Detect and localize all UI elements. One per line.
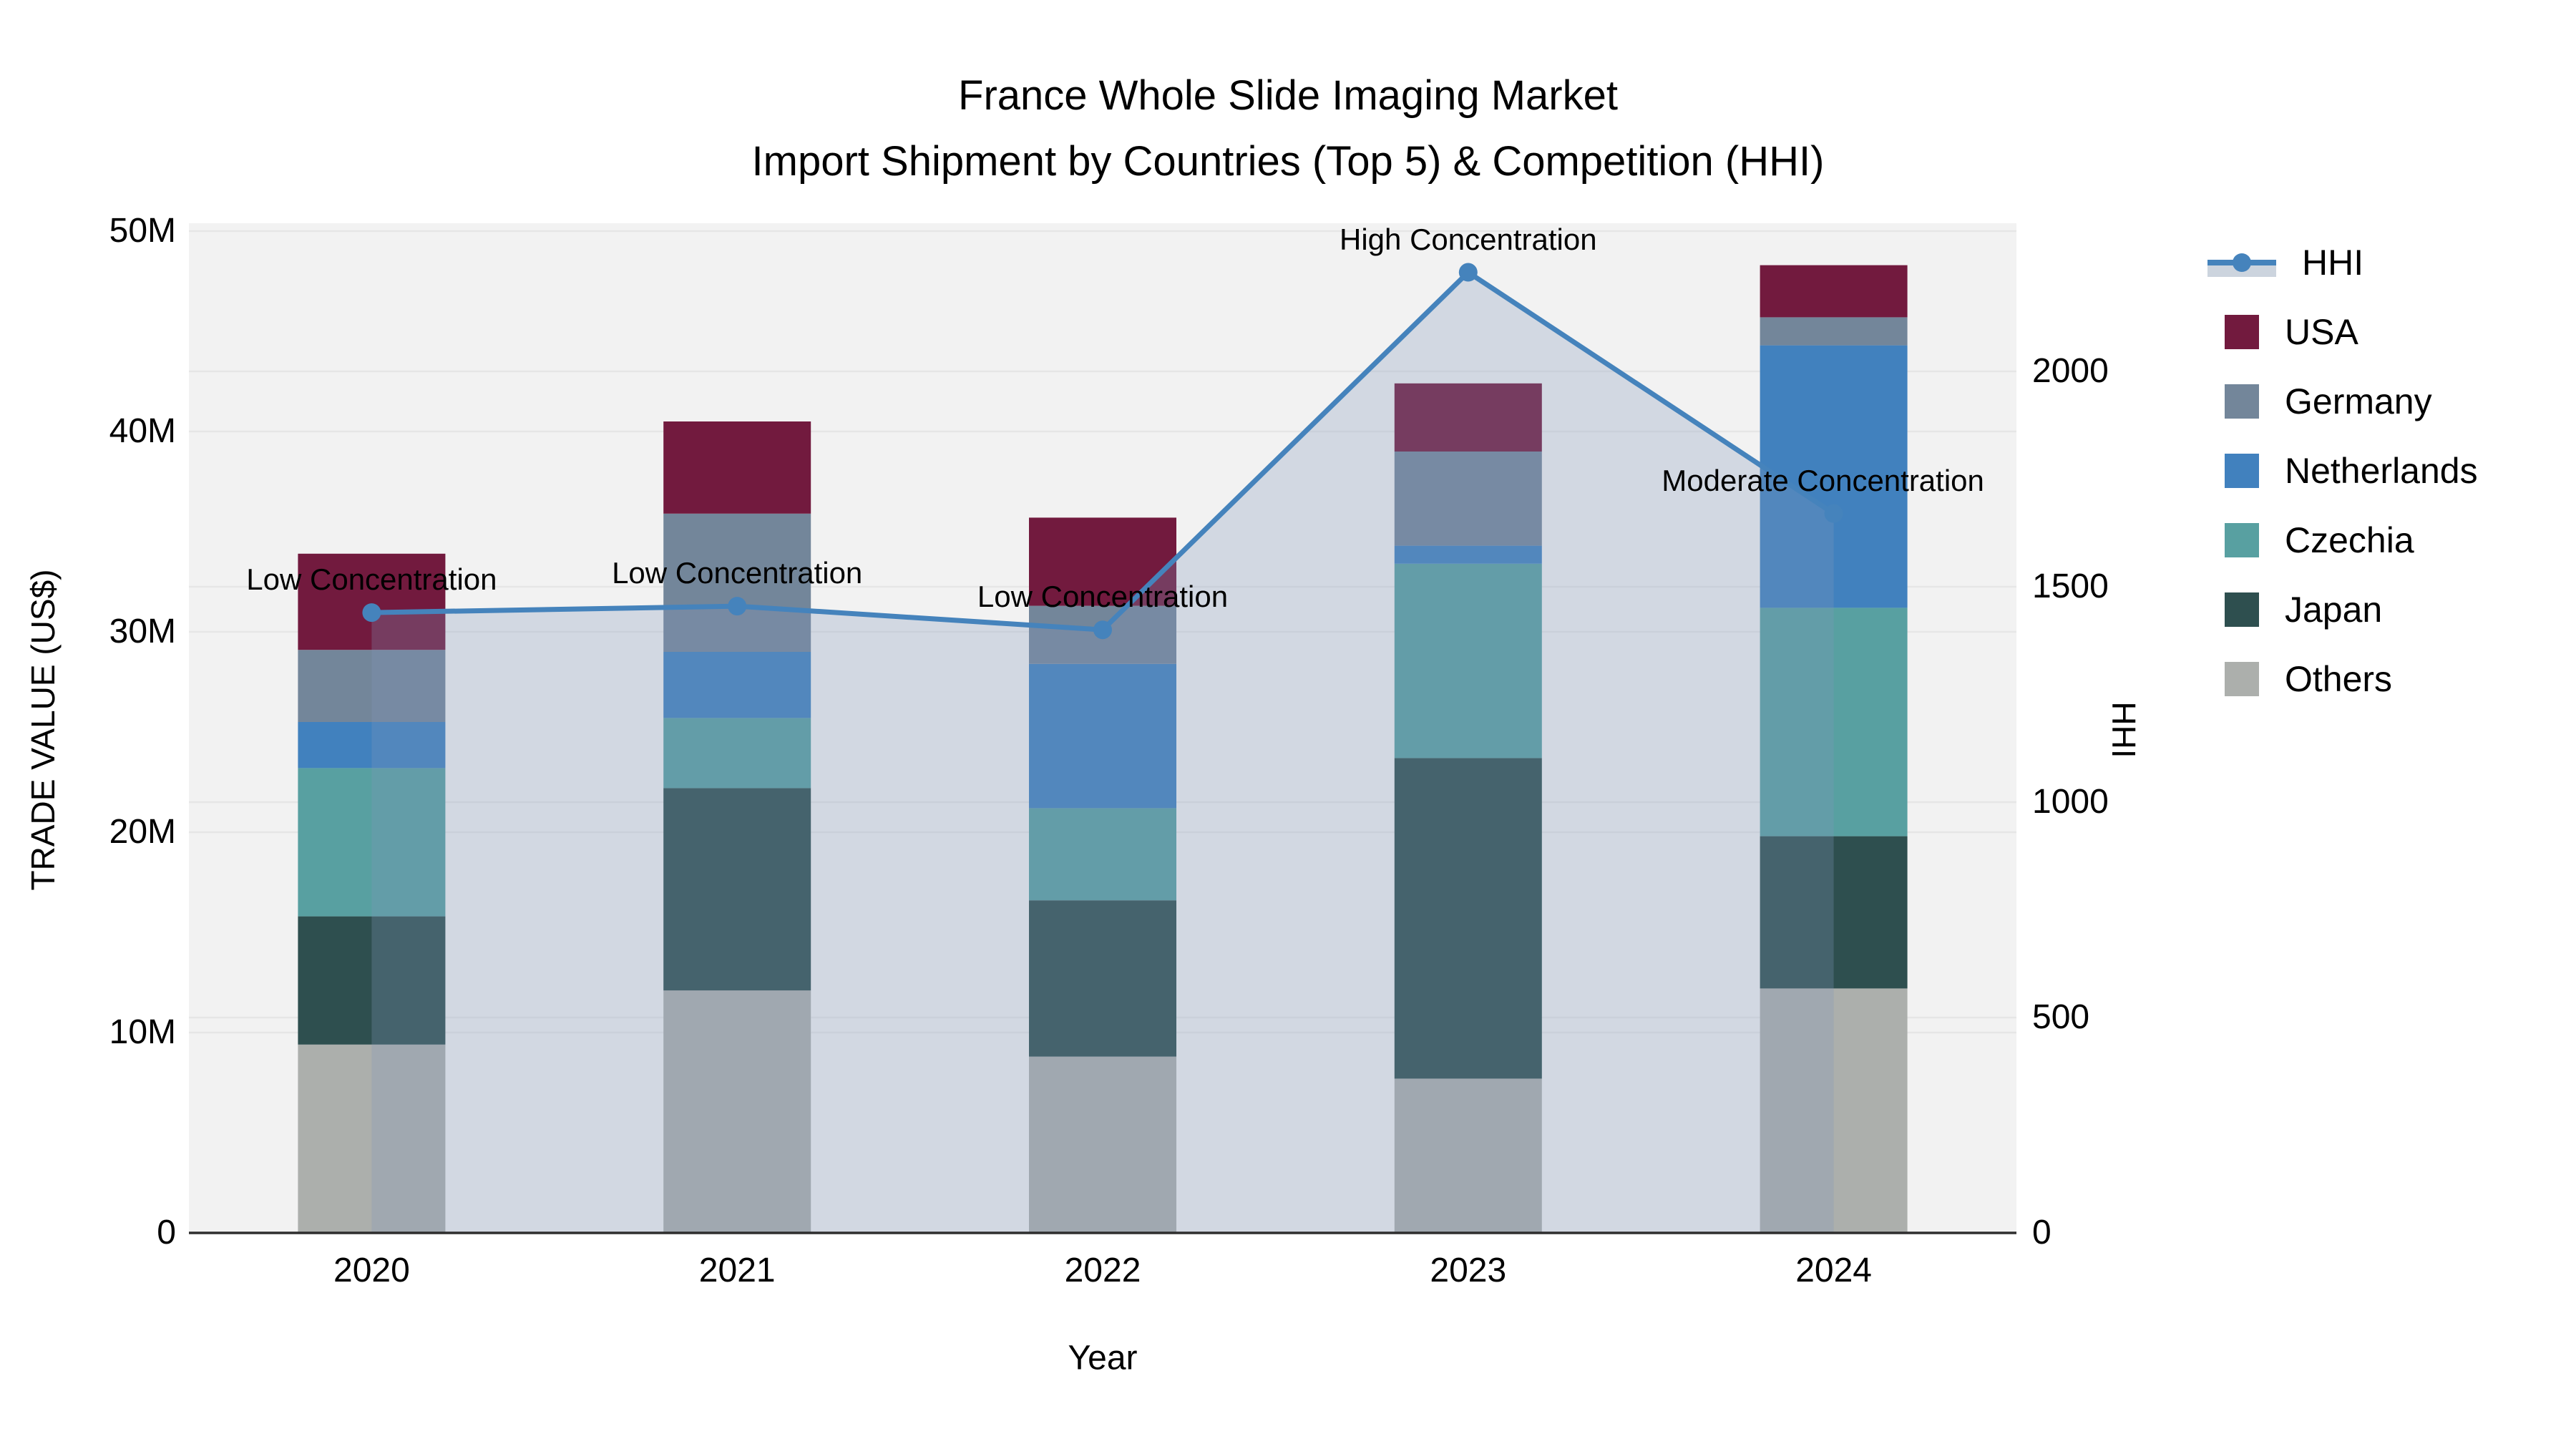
bar-segment-2024-japan: [1760, 836, 1908, 989]
bar-segment-2021-czechia: [663, 718, 811, 789]
legend: HHI USA Germany Netherlands Czechia Japan Othe…: [2207, 228, 2478, 713]
bar-segment-2020-usa: [298, 553, 446, 650]
legend-item-netherlands: Netherlands: [2207, 436, 2478, 505]
bar-segment-2021-netherlands: [663, 652, 811, 718]
bar-segment-2024-czechia: [1760, 608, 1908, 836]
legend-swatch-others: [2225, 661, 2259, 696]
legend-label-japan: Japan: [2285, 589, 2383, 630]
bar-segment-2023-czechia: [1394, 563, 1542, 758]
annotation-2023: High Concentration: [1340, 222, 1597, 256]
y-left-tick-50M: 50M: [109, 212, 176, 250]
bar-segment-2022-czechia: [1029, 808, 1176, 901]
annotation-2024: Moderate Concentration: [1662, 463, 1984, 497]
bar-segment-2020-others: [298, 1044, 446, 1233]
legend-label-hhi: HHI: [2302, 242, 2364, 283]
hhi-area-fill: [371, 272, 1834, 1233]
x-tick-2020: 2020: [333, 1252, 410, 1289]
y-left-tick-0: 0: [157, 1214, 176, 1252]
y-right-tick-0: 0: [2032, 1214, 2051, 1252]
legend-label-czechia: Czechia: [2285, 519, 2414, 560]
bar-segment-2023-germany: [1394, 452, 1542, 546]
chart-title-line2: Import Shipment by Countries (Top 5) & C…: [751, 138, 1825, 185]
bar-segment-2023-japan: [1394, 758, 1542, 1079]
bar-segment-2024-others: [1760, 988, 1908, 1233]
x-tick-2023: 2023: [1430, 1252, 1507, 1289]
chart-title: France Whole Slide Imaging Market Import…: [572, 63, 2004, 195]
bar-segment-2022-others: [1029, 1056, 1176, 1233]
y-left-tick-40M: 40M: [109, 412, 176, 450]
legend-hhi-line-icon: [2207, 245, 2276, 280]
annotation-2022: Low Concentration: [977, 580, 1229, 614]
y-right-tick-500: 500: [2032, 998, 2090, 1036]
bar-segment-2023-usa: [1394, 383, 1542, 452]
x-axis-title: Year: [1068, 1339, 1138, 1377]
legend-label-usa: USA: [2285, 311, 2358, 352]
hhi-marker-2022: [1093, 620, 1112, 640]
bar-segment-2020-germany: [298, 650, 446, 722]
hhi-marker-2020: [362, 603, 381, 623]
hhi-marker-2024: [1824, 504, 1843, 523]
y-right-tick-1000: 1000: [2032, 783, 2109, 821]
legend-item-usa: USA: [2207, 297, 2478, 366]
bar-segment-2024-germany: [1760, 317, 1908, 346]
legend-item-others: Others: [2207, 644, 2478, 713]
bar-segment-2020-czechia: [298, 768, 446, 917]
legend-item-czechia: Czechia: [2207, 505, 2478, 575]
y-left-tick-10M: 10M: [109, 1013, 176, 1051]
y-right-axis-title: HHI: [2105, 701, 2142, 758]
y-right-tick-2000: 2000: [2032, 352, 2109, 390]
legend-swatch-germany: [2225, 384, 2259, 419]
bar-segment-2020-netherlands: [298, 722, 446, 769]
hhi-marker-2021: [728, 597, 747, 616]
legend-swatch-japan: [2225, 592, 2259, 627]
bar-segment-2023-netherlands: [1394, 545, 1542, 564]
bar-segment-2022-japan: [1029, 900, 1176, 1057]
y-right-tick-1500: 1500: [2032, 567, 2109, 605]
bar-segment-2023-others: [1394, 1078, 1542, 1233]
y-left-tick-30M: 30M: [109, 613, 176, 650]
bar-segment-2021-others: [663, 990, 811, 1233]
legend-item-hhi: HHI: [2207, 228, 2478, 297]
bar-segment-2022-usa: [1029, 517, 1176, 606]
bar-segment-2024-usa: [1760, 265, 1908, 318]
bar-segment-2020-japan: [298, 916, 446, 1045]
x-tick-2021: 2021: [698, 1252, 776, 1289]
chart-title-line1: France Whole Slide Imaging Market: [958, 72, 1618, 119]
bar-segment-2021-japan: [663, 788, 811, 991]
bar-segment-2021-germany: [663, 513, 811, 652]
annotation-2021: Low Concentration: [612, 556, 863, 590]
legend-label-netherlands: Netherlands: [2285, 450, 2478, 491]
legend-swatch-czechia: [2225, 522, 2259, 557]
annotation-2020: Low Concentration: [246, 562, 497, 597]
bar-segment-2024-netherlands: [1760, 345, 1908, 608]
x-tick-2024: 2024: [1795, 1252, 1872, 1289]
legend-label-germany: Germany: [2285, 381, 2432, 421]
bar-segment-2021-usa: [663, 421, 811, 514]
x-tick-2022: 2022: [1064, 1252, 1141, 1289]
legend-swatch-netherlands: [2225, 453, 2259, 488]
y-left-tick-20M: 20M: [109, 813, 176, 851]
legend-item-germany: Germany: [2207, 366, 2478, 436]
bar-segment-2022-netherlands: [1029, 663, 1176, 809]
legend-item-japan: Japan: [2207, 575, 2478, 644]
legend-label-others: Others: [2285, 658, 2393, 699]
legend-swatch-usa: [2225, 314, 2259, 349]
hhi-marker-2023: [1458, 263, 1478, 282]
